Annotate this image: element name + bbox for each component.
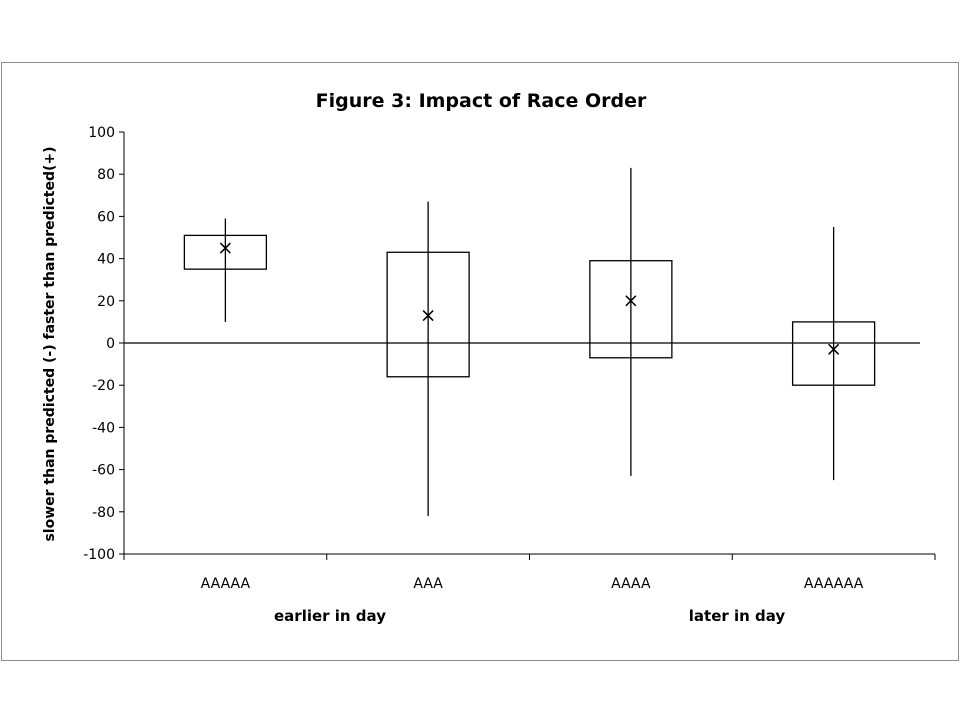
y-tick-label: 80	[97, 167, 115, 183]
box-rect	[791, 321, 876, 386]
chart-frame: Figure 3: Impact of Race Order slower th…	[1, 62, 959, 661]
y-tick-label: 40	[97, 252, 115, 268]
y-tick-label: 60	[97, 209, 115, 225]
group-label-earlier: earlier in day	[274, 607, 386, 625]
y-tick-label: -40	[92, 420, 115, 436]
x-category-label: AAAAA	[201, 576, 251, 592]
mean-marker	[422, 310, 434, 322]
mean-marker	[828, 343, 840, 355]
box-plot-chart: Figure 3: Impact of Race Order slower th…	[42, 90, 936, 625]
y-tick-label: 100	[88, 125, 115, 141]
box-rect	[386, 251, 470, 378]
mean-marker	[219, 242, 231, 254]
x-category-label: AAA	[413, 576, 443, 592]
y-tick-label: 0	[106, 336, 115, 352]
y-tick-label: -20	[92, 378, 115, 394]
y-tick-label: 20	[97, 294, 115, 310]
x-category-label: AAAAAA	[804, 576, 864, 592]
y-tick-label: -60	[92, 463, 115, 479]
y-tick-label: -100	[83, 547, 115, 563]
mean-marker	[625, 295, 637, 307]
box-rect	[589, 260, 673, 359]
group-label-later: later in day	[689, 607, 786, 625]
box-rect	[183, 234, 268, 270]
chart-title: Figure 3: Impact of Race Order	[316, 90, 647, 112]
x-category-label: AAAA	[611, 576, 651, 592]
y-axis-label: slower than predicted (-) faster than pr…	[42, 146, 58, 541]
y-tick-label: -80	[92, 505, 115, 521]
